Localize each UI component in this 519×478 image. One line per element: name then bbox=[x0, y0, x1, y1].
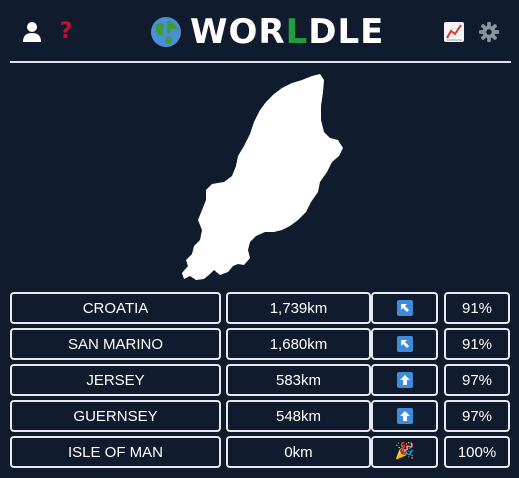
guess-direction bbox=[371, 328, 438, 360]
guess-row: SAN MARINO 1,680km 91% bbox=[10, 328, 510, 360]
party-popper-icon: 🎉 bbox=[394, 443, 415, 460]
guess-distance: 548km bbox=[226, 400, 371, 432]
help-icon[interactable]: ? bbox=[59, 19, 73, 44]
up-arrow-icon bbox=[396, 408, 413, 424]
user-icon[interactable] bbox=[20, 20, 44, 44]
guess-proximity: 97% bbox=[444, 400, 510, 432]
guess-list: CROATIA 1,739km 91% SAN MARINO 1,680km 9… bbox=[10, 292, 510, 472]
guess-country: SAN MARINO bbox=[10, 328, 221, 360]
globe-icon bbox=[151, 17, 181, 47]
guess-proximity: 100% bbox=[444, 436, 510, 468]
guess-direction: 🎉 bbox=[371, 436, 438, 468]
guess-direction bbox=[371, 364, 438, 396]
title-text: WORLDLE bbox=[190, 12, 385, 52]
guess-distance: 583km bbox=[226, 364, 371, 396]
country-silhouette bbox=[182, 74, 343, 280]
header: ? WORLDLE bbox=[0, 0, 519, 62]
up-left-arrow-icon bbox=[396, 336, 413, 352]
guess-direction bbox=[371, 292, 438, 324]
stats-chart-icon[interactable] bbox=[442, 20, 466, 44]
title-highlight-letter: L bbox=[285, 12, 309, 52]
guess-distance: 1,739km bbox=[226, 292, 371, 324]
guess-row: CROATIA 1,739km 91% bbox=[10, 292, 510, 324]
guess-direction bbox=[371, 400, 438, 432]
header-divider bbox=[10, 61, 511, 63]
guess-row: ISLE OF MAN 0km 🎉 100% bbox=[10, 436, 510, 468]
guess-country: GUERNSEY bbox=[10, 400, 221, 432]
guess-proximity: 91% bbox=[444, 292, 510, 324]
guess-country: JERSEY bbox=[10, 364, 221, 396]
guess-distance: 1,680km bbox=[226, 328, 371, 360]
up-left-arrow-icon bbox=[396, 300, 413, 316]
guess-row: GUERNSEY 548km 97% bbox=[10, 400, 510, 432]
guess-country: ISLE OF MAN bbox=[10, 436, 221, 468]
guess-distance: 0km bbox=[226, 436, 371, 468]
up-arrow-icon bbox=[396, 372, 413, 388]
page-title: WORLDLE bbox=[150, 10, 384, 54]
guess-proximity: 91% bbox=[444, 328, 510, 360]
gear-icon[interactable] bbox=[477, 20, 501, 44]
guess-proximity: 97% bbox=[444, 364, 510, 396]
guess-row: JERSEY 583km 97% bbox=[10, 364, 510, 396]
guess-country: CROATIA bbox=[10, 292, 221, 324]
